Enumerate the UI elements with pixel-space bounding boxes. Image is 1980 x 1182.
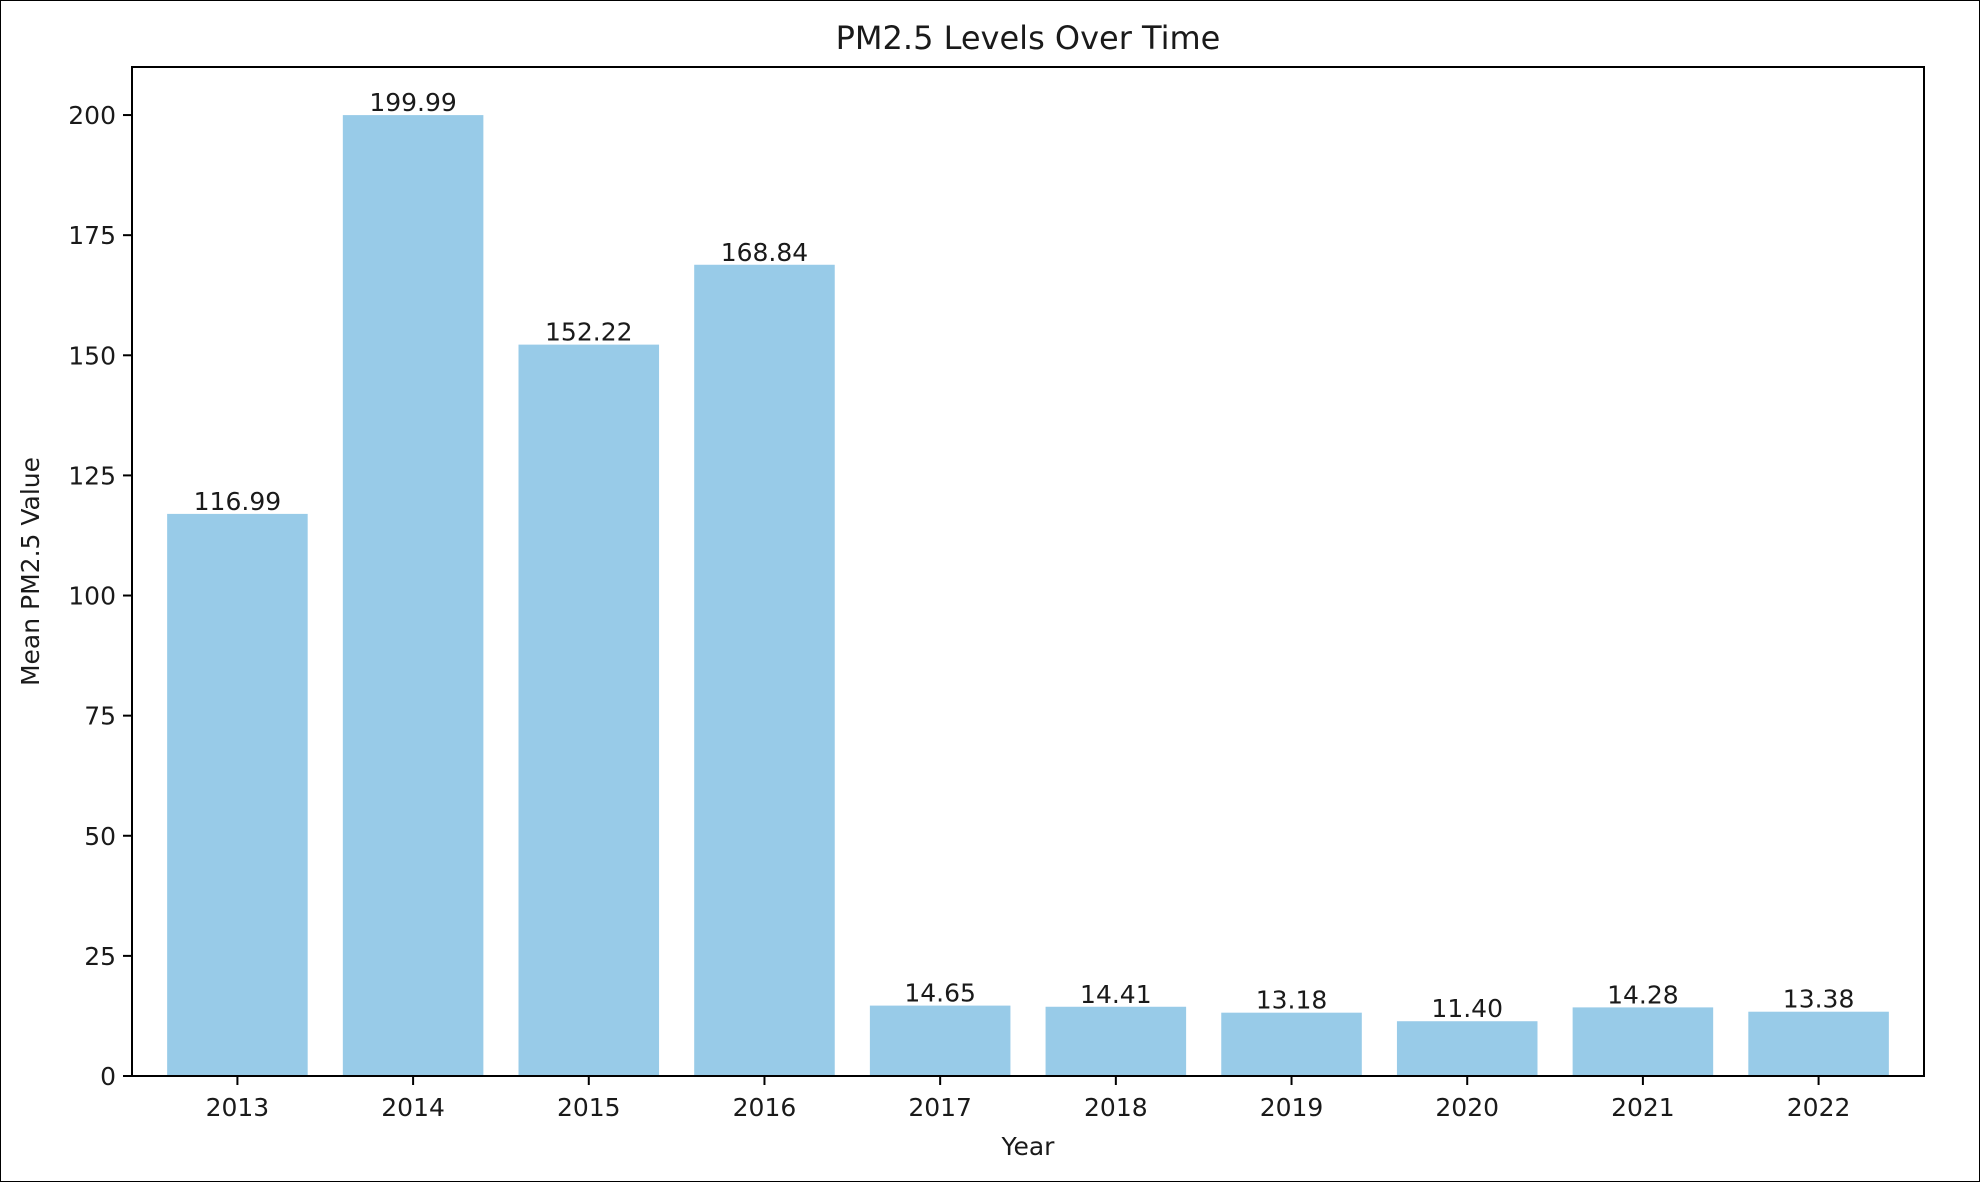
y-tick-label-200: 200: [68, 101, 116, 130]
data-labels-group: 116.99 199.99 152.22 168.84 14.65 14.41 13.18 1…: [194, 88, 1855, 1023]
bar-2022: [1748, 1011, 1889, 1076]
y-axis: 0 25 50 75 100 125 150 175 200: [68, 101, 132, 1091]
x-tick-label-2014: 2014: [381, 1093, 445, 1122]
data-label-2013: 116.99: [194, 487, 281, 516]
y-tick-label-75: 75: [84, 702, 116, 731]
y-tick-label-125: 125: [68, 461, 116, 490]
x-tick-label-2018: 2018: [1084, 1093, 1148, 1122]
data-label-2015: 152.22: [545, 318, 632, 347]
x-axis: 2013 2014 2015 2016 2017 2018 2019 2020 2021 2022: [206, 1076, 1851, 1122]
x-tick-label-2015: 2015: [557, 1093, 621, 1122]
y-tick-label-0: 0: [100, 1062, 116, 1091]
x-tick-label-2017: 2017: [908, 1093, 972, 1122]
y-tick-label-150: 150: [68, 341, 116, 370]
bar-2015: [518, 344, 660, 1076]
x-tick-label-2016: 2016: [733, 1093, 797, 1122]
y-tick-label-25: 25: [84, 942, 116, 971]
x-tick-label-2022: 2022: [1787, 1093, 1851, 1122]
data-label-2018: 14.41: [1080, 980, 1152, 1009]
y-tick-label-100: 100: [68, 582, 116, 611]
x-axis-title: Year: [1001, 1132, 1056, 1161]
data-label-2014: 199.99: [369, 88, 456, 117]
data-label-2016: 168.84: [721, 238, 808, 267]
y-tick-label-50: 50: [84, 822, 116, 851]
x-tick-label-2021: 2021: [1611, 1093, 1675, 1122]
x-tick-label-2020: 2020: [1435, 1093, 1499, 1122]
chart-title: PM2.5 Levels Over Time: [836, 19, 1221, 57]
x-tick-label-2013: 2013: [206, 1093, 270, 1122]
y-tick-label-175: 175: [68, 221, 116, 250]
bar-2014: [342, 115, 484, 1077]
bar-2020: [1396, 1021, 1538, 1076]
x-tick-label-2019: 2019: [1260, 1093, 1324, 1122]
bar-2017: [869, 1005, 1011, 1076]
bar-2019: [1221, 1012, 1362, 1076]
plot-area-border: [131, 66, 1925, 1077]
data-label-2022: 13.38: [1783, 985, 1855, 1014]
data-label-2021: 14.28: [1607, 980, 1679, 1009]
y-axis-title: Mean PM2.5 Value: [16, 457, 45, 686]
bar-2021: [1572, 1007, 1714, 1076]
bar-2013: [167, 513, 308, 1076]
bars-group: [167, 115, 1889, 1077]
bar-2018: [1045, 1006, 1187, 1076]
data-label-2019: 13.18: [1256, 986, 1328, 1015]
data-label-2017: 14.65: [904, 979, 976, 1008]
data-label-2020: 11.40: [1431, 994, 1503, 1023]
bar-2016: [694, 264, 835, 1076]
